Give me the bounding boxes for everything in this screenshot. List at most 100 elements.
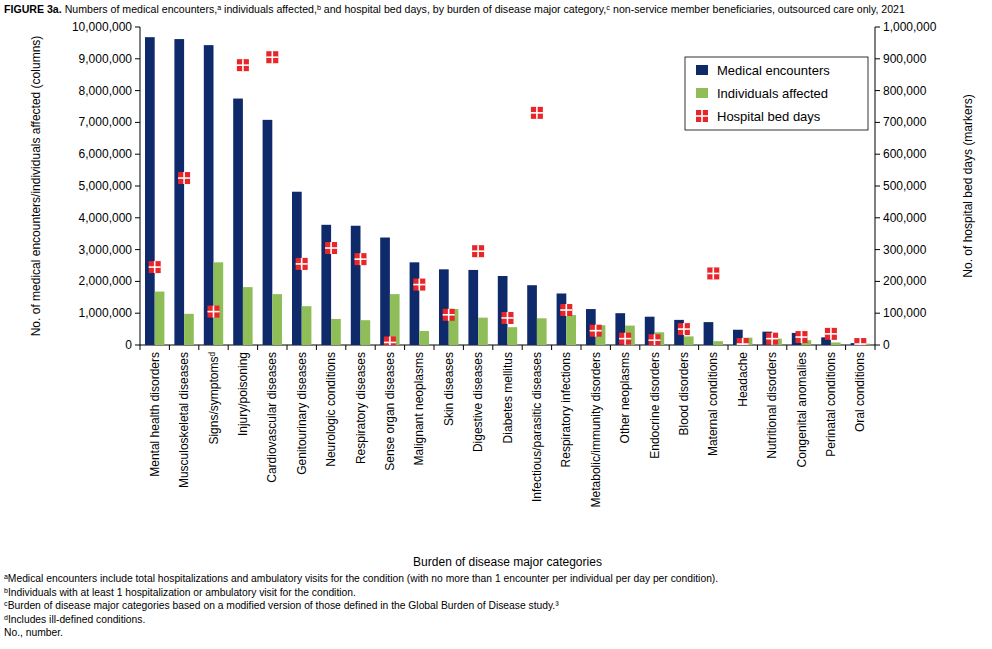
x-tick-label: Musculoskeletal diseases <box>177 352 191 488</box>
y-tick <box>135 313 140 314</box>
scatter-point <box>825 328 837 340</box>
marker-body <box>266 51 278 63</box>
y2-tick-label: 900,000 <box>883 52 927 66</box>
bar <box>155 292 165 345</box>
y2-tick-label: 200,000 <box>883 274 927 288</box>
x-tick <box>757 345 758 350</box>
scatter-point <box>560 304 572 316</box>
marker-body <box>854 338 866 345</box>
bar <box>243 287 253 345</box>
footnote: No., number. <box>4 627 63 638</box>
chart: FIGURE 3a. Numbers of medical encounters… <box>0 0 992 649</box>
y-tick-label: 5,000,000 <box>79 179 133 193</box>
marker-cross <box>330 242 332 254</box>
y2-tick <box>875 249 880 250</box>
y-tick-label: 1,000,000 <box>79 306 133 320</box>
bar <box>204 45 214 345</box>
y2-tick-label: 600,000 <box>883 147 927 161</box>
scatter-point <box>737 338 749 345</box>
x-tick-label: Skin diseases <box>442 352 456 426</box>
bar <box>498 276 508 345</box>
bar <box>214 262 224 345</box>
x-tick <box>639 345 640 350</box>
y-tick <box>135 281 140 282</box>
x-tick-label: Malignant neoplasms <box>412 352 426 465</box>
scatter-point <box>766 333 778 345</box>
marker-cross <box>536 107 538 119</box>
marker-body <box>208 306 220 318</box>
marker-cross <box>712 267 714 279</box>
marker-body <box>766 333 778 345</box>
y-tick <box>135 345 140 346</box>
marker-cross <box>701 110 703 122</box>
marker-body <box>355 253 367 265</box>
y2-tick <box>875 313 880 314</box>
y-tick-label: 4,000,000 <box>79 211 133 225</box>
x-tick-label: Other neoplasms <box>618 352 632 443</box>
scatter-point <box>355 253 367 265</box>
marker-body <box>325 242 337 254</box>
bar <box>233 99 243 345</box>
x-tick-label: Diabetes mellitus <box>501 352 515 443</box>
x-tick <box>316 345 317 350</box>
legend-label: Medical encounters <box>717 63 830 78</box>
marker-body <box>531 107 543 119</box>
marker-body <box>384 336 396 345</box>
x-tick <box>140 345 141 350</box>
title: FIGURE 3a. Numbers of medical encounters… <box>4 3 905 15</box>
y-tick-label: 3,000,000 <box>79 243 133 257</box>
x-tick-label: Cardiovascular diseases <box>265 352 279 483</box>
x-tick <box>198 345 199 350</box>
scatter-point <box>796 331 808 343</box>
x-tick <box>375 345 376 350</box>
y2-tick-label: 100,000 <box>883 306 927 320</box>
marker-cross <box>801 331 803 343</box>
bar <box>410 262 420 345</box>
marker-body <box>649 334 661 345</box>
y2-tick <box>875 58 880 59</box>
marker-cross <box>565 304 567 316</box>
y2-tick <box>875 186 880 187</box>
marker-body <box>178 172 190 184</box>
marker-body <box>696 110 708 122</box>
bar <box>331 319 341 345</box>
x-tick <box>169 345 170 350</box>
x-tick <box>845 345 846 350</box>
y-tick-label: 7,000,000 <box>79 115 133 129</box>
x-tick-label: Respiratory infections <box>559 352 573 467</box>
bar <box>704 322 714 345</box>
title-rest: Numbers of medical encounters,ᵃ individu… <box>62 3 905 15</box>
y2-tick <box>875 154 880 155</box>
scatter-point <box>502 312 514 324</box>
scatter-point <box>384 336 396 345</box>
bar <box>684 336 694 345</box>
x-tick <box>669 345 670 350</box>
marker-body <box>237 59 249 71</box>
y2-tick-label: 0 <box>883 338 890 352</box>
marker-cross <box>154 261 156 273</box>
scatter-point <box>149 261 161 273</box>
x-tick <box>434 345 435 350</box>
bar <box>831 342 841 345</box>
marker-body <box>149 261 161 273</box>
scatter-point <box>472 245 484 257</box>
scatter-point <box>619 333 631 345</box>
x-tick <box>551 345 552 350</box>
marker-cross <box>477 245 479 257</box>
x-tick-label: Genitourinary diseases <box>295 352 309 475</box>
legend: Medical encountersIndividuals affectedHo… <box>685 57 868 130</box>
scatter-point <box>531 107 543 119</box>
marker-cross <box>183 172 185 184</box>
marker-cross <box>213 306 215 318</box>
footnote: ᵈIncludes ill-defined conditions. <box>4 614 145 625</box>
marker-cross <box>301 258 303 270</box>
plot-marks <box>145 37 870 345</box>
y2-tick-label: 300,000 <box>883 243 927 257</box>
scatter-point <box>707 267 719 279</box>
marker-body <box>560 304 572 316</box>
marker-cross <box>448 309 450 321</box>
y2-tick <box>875 27 880 28</box>
scatter-point <box>678 323 690 335</box>
scatter-point <box>854 338 866 345</box>
y2-tick <box>875 122 880 123</box>
